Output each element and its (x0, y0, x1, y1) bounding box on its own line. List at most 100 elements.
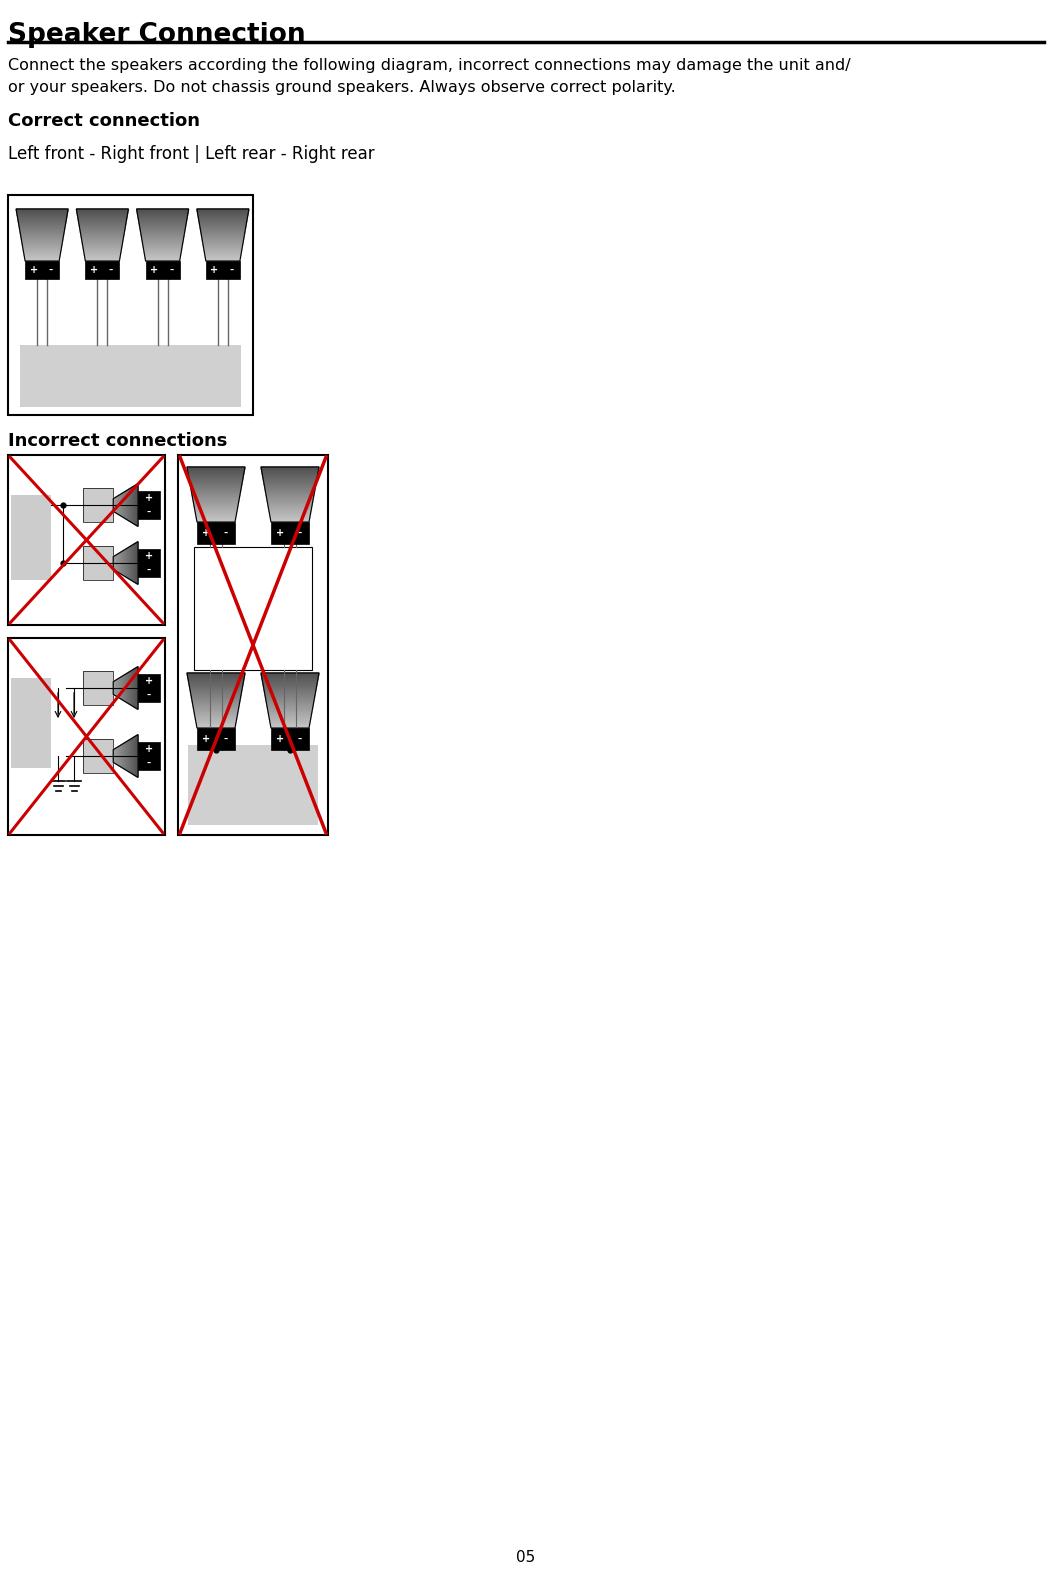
Text: Speaker Connection: Speaker Connection (8, 22, 306, 47)
Polygon shape (130, 739, 132, 774)
Polygon shape (137, 541, 138, 584)
Bar (83, 671, 114, 706)
Polygon shape (114, 555, 115, 570)
Polygon shape (78, 220, 126, 221)
Polygon shape (263, 478, 317, 481)
Polygon shape (120, 677, 121, 699)
Polygon shape (122, 492, 123, 517)
Polygon shape (16, 209, 68, 210)
Text: +: + (145, 494, 153, 503)
Polygon shape (262, 471, 318, 473)
Polygon shape (138, 215, 187, 217)
Polygon shape (18, 220, 66, 221)
Polygon shape (187, 672, 245, 676)
Polygon shape (143, 247, 182, 248)
Polygon shape (267, 709, 312, 710)
Polygon shape (80, 228, 125, 229)
Polygon shape (135, 543, 136, 582)
Polygon shape (201, 234, 244, 236)
Polygon shape (194, 505, 238, 506)
Polygon shape (203, 242, 243, 244)
Text: Left front - Right front | Left rear - Right rear: Left front - Right front | Left rear - R… (8, 146, 375, 163)
Polygon shape (124, 674, 125, 702)
Polygon shape (265, 694, 315, 698)
Polygon shape (195, 712, 238, 715)
Bar (206, 261, 240, 278)
Polygon shape (261, 672, 319, 676)
Polygon shape (141, 236, 184, 239)
Polygon shape (269, 721, 310, 723)
Bar (11, 495, 50, 581)
Text: Correct connection: Correct connection (8, 112, 200, 130)
Text: –: – (298, 528, 302, 538)
Polygon shape (140, 226, 186, 228)
Polygon shape (137, 666, 138, 709)
Polygon shape (205, 255, 241, 256)
Polygon shape (268, 509, 311, 511)
Polygon shape (264, 483, 317, 484)
Polygon shape (20, 229, 64, 233)
Polygon shape (193, 701, 240, 704)
Polygon shape (190, 691, 242, 693)
Polygon shape (18, 217, 66, 220)
Polygon shape (19, 223, 65, 226)
Polygon shape (140, 228, 185, 229)
Text: +: + (89, 266, 98, 275)
Polygon shape (263, 687, 317, 688)
Polygon shape (135, 486, 136, 525)
Polygon shape (263, 481, 317, 483)
Bar (138, 490, 160, 519)
Polygon shape (200, 223, 246, 226)
Polygon shape (118, 747, 120, 766)
Polygon shape (123, 492, 124, 517)
Polygon shape (129, 739, 130, 774)
Polygon shape (195, 717, 237, 720)
Polygon shape (133, 486, 135, 524)
Polygon shape (189, 478, 243, 481)
Bar (83, 546, 114, 581)
Polygon shape (191, 694, 241, 698)
Polygon shape (191, 490, 241, 494)
Polygon shape (128, 740, 129, 772)
Polygon shape (125, 674, 127, 702)
Polygon shape (268, 715, 311, 717)
Polygon shape (121, 552, 122, 574)
Polygon shape (265, 490, 315, 494)
Polygon shape (190, 484, 242, 487)
Text: –: – (223, 528, 227, 538)
Polygon shape (188, 471, 244, 473)
Text: +: + (145, 744, 153, 755)
Polygon shape (24, 255, 60, 256)
Polygon shape (193, 706, 239, 709)
Polygon shape (143, 244, 182, 247)
Bar (197, 522, 235, 544)
Polygon shape (268, 506, 311, 509)
Polygon shape (124, 549, 125, 577)
Polygon shape (266, 495, 313, 498)
Polygon shape (137, 484, 138, 527)
Polygon shape (195, 506, 238, 509)
Polygon shape (193, 500, 239, 501)
Polygon shape (127, 740, 128, 772)
Polygon shape (130, 671, 132, 706)
Polygon shape (125, 549, 127, 577)
Polygon shape (116, 747, 117, 764)
Polygon shape (132, 544, 133, 581)
Polygon shape (269, 516, 310, 517)
Polygon shape (23, 250, 61, 253)
Polygon shape (17, 210, 67, 214)
Polygon shape (191, 489, 241, 490)
Polygon shape (123, 551, 124, 576)
Polygon shape (82, 244, 122, 247)
Polygon shape (114, 498, 115, 513)
Polygon shape (129, 489, 130, 522)
Polygon shape (22, 242, 62, 244)
Polygon shape (195, 715, 238, 717)
Polygon shape (128, 547, 129, 579)
Polygon shape (17, 215, 67, 217)
Text: +: + (202, 528, 210, 538)
Polygon shape (261, 467, 319, 470)
Polygon shape (193, 704, 240, 706)
Polygon shape (116, 679, 117, 696)
Bar (178, 456, 328, 835)
